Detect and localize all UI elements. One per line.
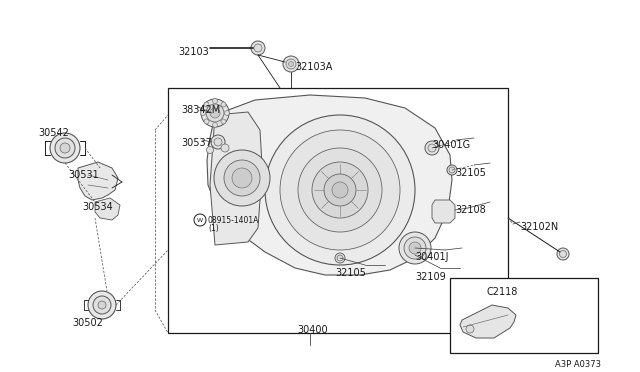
Text: 30400: 30400: [297, 325, 328, 335]
Circle shape: [449, 167, 455, 173]
Text: 30401J: 30401J: [415, 252, 449, 262]
Text: (1): (1): [208, 224, 219, 232]
Text: 32105: 32105: [455, 168, 486, 178]
Circle shape: [200, 110, 205, 115]
Circle shape: [425, 141, 439, 155]
Circle shape: [280, 130, 400, 250]
Text: 32103: 32103: [178, 47, 209, 57]
Polygon shape: [432, 200, 455, 223]
Circle shape: [50, 133, 80, 163]
Circle shape: [335, 253, 345, 263]
Circle shape: [312, 162, 368, 218]
Text: 30531: 30531: [68, 170, 99, 180]
Circle shape: [337, 255, 343, 261]
Text: 38342M: 38342M: [181, 105, 220, 115]
Circle shape: [557, 248, 569, 260]
Bar: [450, 278, 598, 353]
Circle shape: [204, 119, 209, 124]
Circle shape: [221, 119, 226, 124]
Circle shape: [194, 214, 206, 226]
Circle shape: [254, 44, 262, 52]
Circle shape: [225, 110, 230, 115]
Circle shape: [251, 41, 265, 55]
Text: 30537: 30537: [181, 138, 212, 148]
Circle shape: [283, 56, 299, 72]
Text: 08915-1401A: 08915-1401A: [208, 215, 259, 224]
Circle shape: [214, 150, 270, 206]
Circle shape: [98, 301, 106, 309]
Circle shape: [289, 61, 294, 67]
Circle shape: [212, 99, 218, 103]
Circle shape: [93, 296, 111, 314]
Circle shape: [404, 237, 426, 259]
Circle shape: [409, 242, 421, 254]
Circle shape: [55, 138, 75, 158]
Text: 30542: 30542: [38, 128, 69, 138]
Circle shape: [224, 160, 260, 196]
Circle shape: [447, 165, 457, 175]
Circle shape: [221, 102, 226, 107]
Circle shape: [210, 108, 220, 118]
Circle shape: [265, 115, 415, 265]
Polygon shape: [207, 95, 452, 275]
Circle shape: [232, 168, 252, 188]
Text: 30534: 30534: [82, 202, 113, 212]
Text: 32105: 32105: [335, 268, 366, 278]
Polygon shape: [460, 305, 516, 338]
Text: A3P A0373: A3P A0373: [555, 360, 601, 369]
Text: 32108: 32108: [455, 205, 486, 215]
Circle shape: [204, 102, 209, 107]
Text: C2118: C2118: [487, 287, 518, 297]
Circle shape: [206, 104, 224, 122]
Text: 30502: 30502: [72, 318, 103, 328]
Circle shape: [214, 138, 222, 146]
Circle shape: [298, 148, 382, 232]
Circle shape: [212, 122, 218, 128]
Polygon shape: [210, 112, 262, 245]
Circle shape: [428, 144, 436, 152]
Bar: [168, 88, 508, 333]
Circle shape: [332, 182, 348, 198]
Text: 32102N: 32102N: [520, 222, 558, 232]
Text: 32109: 32109: [415, 272, 445, 282]
Circle shape: [60, 143, 70, 153]
Circle shape: [559, 250, 566, 257]
Text: 32103A: 32103A: [295, 62, 332, 72]
Circle shape: [211, 135, 225, 149]
Circle shape: [399, 232, 431, 264]
Circle shape: [221, 144, 229, 152]
Circle shape: [324, 174, 356, 206]
Text: W: W: [197, 218, 203, 222]
Circle shape: [88, 291, 116, 319]
Circle shape: [201, 99, 229, 127]
Polygon shape: [78, 162, 118, 200]
Circle shape: [466, 325, 474, 333]
Circle shape: [207, 147, 214, 154]
Circle shape: [286, 59, 296, 69]
Text: 30401G: 30401G: [432, 140, 470, 150]
Polygon shape: [95, 198, 120, 220]
